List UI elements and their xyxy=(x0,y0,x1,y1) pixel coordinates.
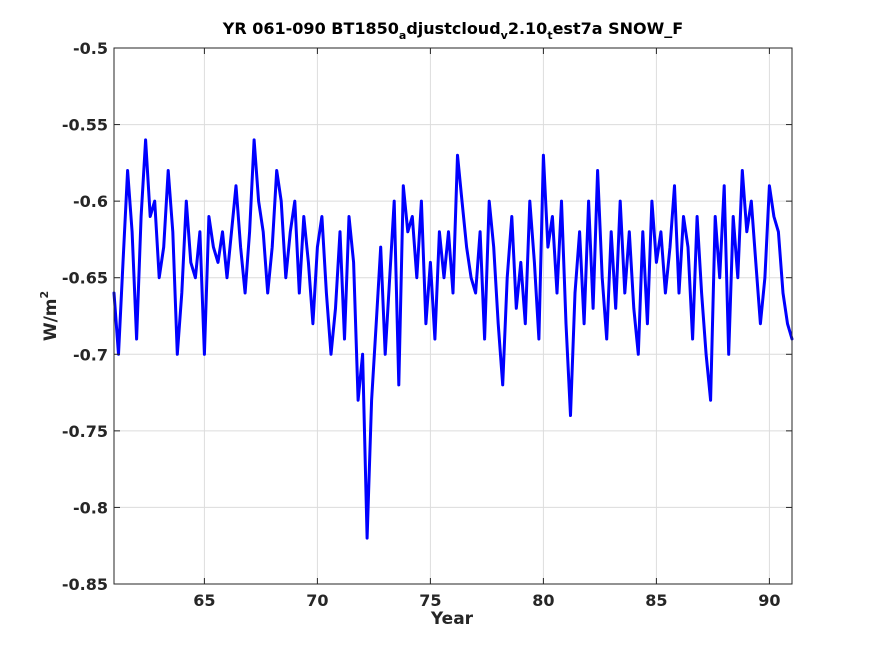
x-tick-label: 85 xyxy=(645,591,667,610)
y-tick-label: -0.5 xyxy=(73,39,108,58)
y-tick-label: -0.55 xyxy=(62,116,108,135)
y-tick-label: -0.75 xyxy=(62,422,108,441)
y-axis-label: W/m2 xyxy=(38,291,61,341)
y-tick-label: -0.65 xyxy=(62,269,108,288)
x-tick-label: 80 xyxy=(532,591,554,610)
series-line xyxy=(112,138,794,540)
series-layer xyxy=(112,138,794,540)
x-tick-label: 70 xyxy=(306,591,328,610)
chart-title: YR 061-090 BT1850adjustcloudv2.10test7a … xyxy=(222,19,683,42)
y-tick-label: -0.85 xyxy=(62,575,108,594)
y-tick-label: -0.7 xyxy=(73,345,108,364)
x-axis: 65 70 75 80 85 90 xyxy=(193,48,781,610)
x-axis-label: Year xyxy=(430,609,474,629)
x-tick-label: 75 xyxy=(419,591,441,610)
y-tick-label: -0.6 xyxy=(73,192,108,211)
y-tick-label: -0.8 xyxy=(73,498,108,517)
y-axis: -0.85 -0.8 -0.75 -0.7 -0.65 -0.6 -0.55 -0.5 xyxy=(62,39,792,594)
plot-frame xyxy=(113,47,793,585)
x-tick-label: 90 xyxy=(758,591,780,610)
plot-area xyxy=(114,48,792,584)
x-tick-label: 65 xyxy=(193,591,215,610)
